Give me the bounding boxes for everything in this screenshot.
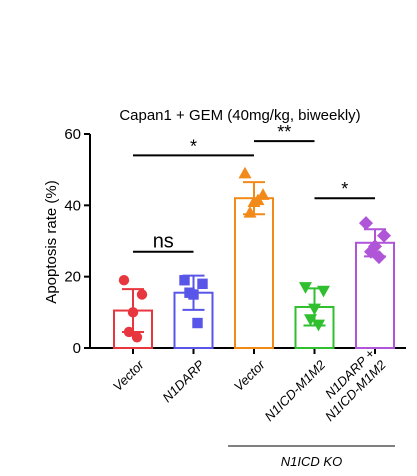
y-tick-label: 20 (64, 269, 81, 286)
data-point (131, 332, 143, 343)
x-category-label-line: Vector (231, 357, 268, 394)
significance-label: * (190, 136, 197, 156)
data-point (371, 250, 387, 265)
data-point (197, 278, 208, 289)
significance-label: * (341, 179, 348, 199)
significance-label: ns (153, 231, 174, 253)
x-category-label-line: N1DARP (159, 357, 207, 405)
data-point (251, 193, 265, 206)
data-point (308, 303, 321, 316)
data-point (243, 205, 257, 218)
chart-title: Capan1 + GEM (40mg/kg, biweekly) (119, 107, 360, 124)
data-point (299, 282, 312, 294)
data-point (367, 239, 383, 254)
data-point (363, 244, 379, 259)
data-point (376, 228, 392, 243)
significance-label: ** (277, 122, 291, 142)
x-category-label: Vector (231, 357, 268, 394)
data-point (127, 307, 139, 318)
data-point (123, 326, 135, 338)
data-point (317, 285, 330, 298)
x-category-label-line: Vector (110, 357, 147, 394)
data-point (136, 289, 148, 300)
bar (234, 197, 274, 349)
data-point (312, 319, 325, 332)
x-category-label: N1ICD-M1M2 (261, 357, 328, 424)
x-category-label: Vector (110, 357, 147, 394)
y-axis-label: Apoptosis rate (%) (43, 180, 60, 303)
data-point (179, 275, 190, 286)
data-point (184, 287, 195, 298)
y-tick-label: 40 (64, 197, 81, 214)
significance-annotations: ***ns* (133, 122, 375, 253)
group-bracket: N1ICD KO (228, 445, 395, 469)
data-point (238, 166, 252, 179)
x-category-label: N1DARP (159, 357, 207, 405)
data-point (304, 314, 317, 326)
y-tick-label: 0 (73, 340, 81, 357)
y-tick-label: 60 (64, 126, 81, 143)
data-point (358, 216, 374, 231)
bars (113, 181, 395, 350)
group-bracket-label: N1ICD KO (281, 454, 342, 469)
x-category-label: N1DARP +N1ICD-M1M2 (322, 346, 389, 424)
data-point (118, 275, 130, 286)
data-points (118, 166, 392, 343)
x-category-label-line: N1ICD-M1M2 (261, 357, 328, 424)
data-point (192, 317, 203, 329)
